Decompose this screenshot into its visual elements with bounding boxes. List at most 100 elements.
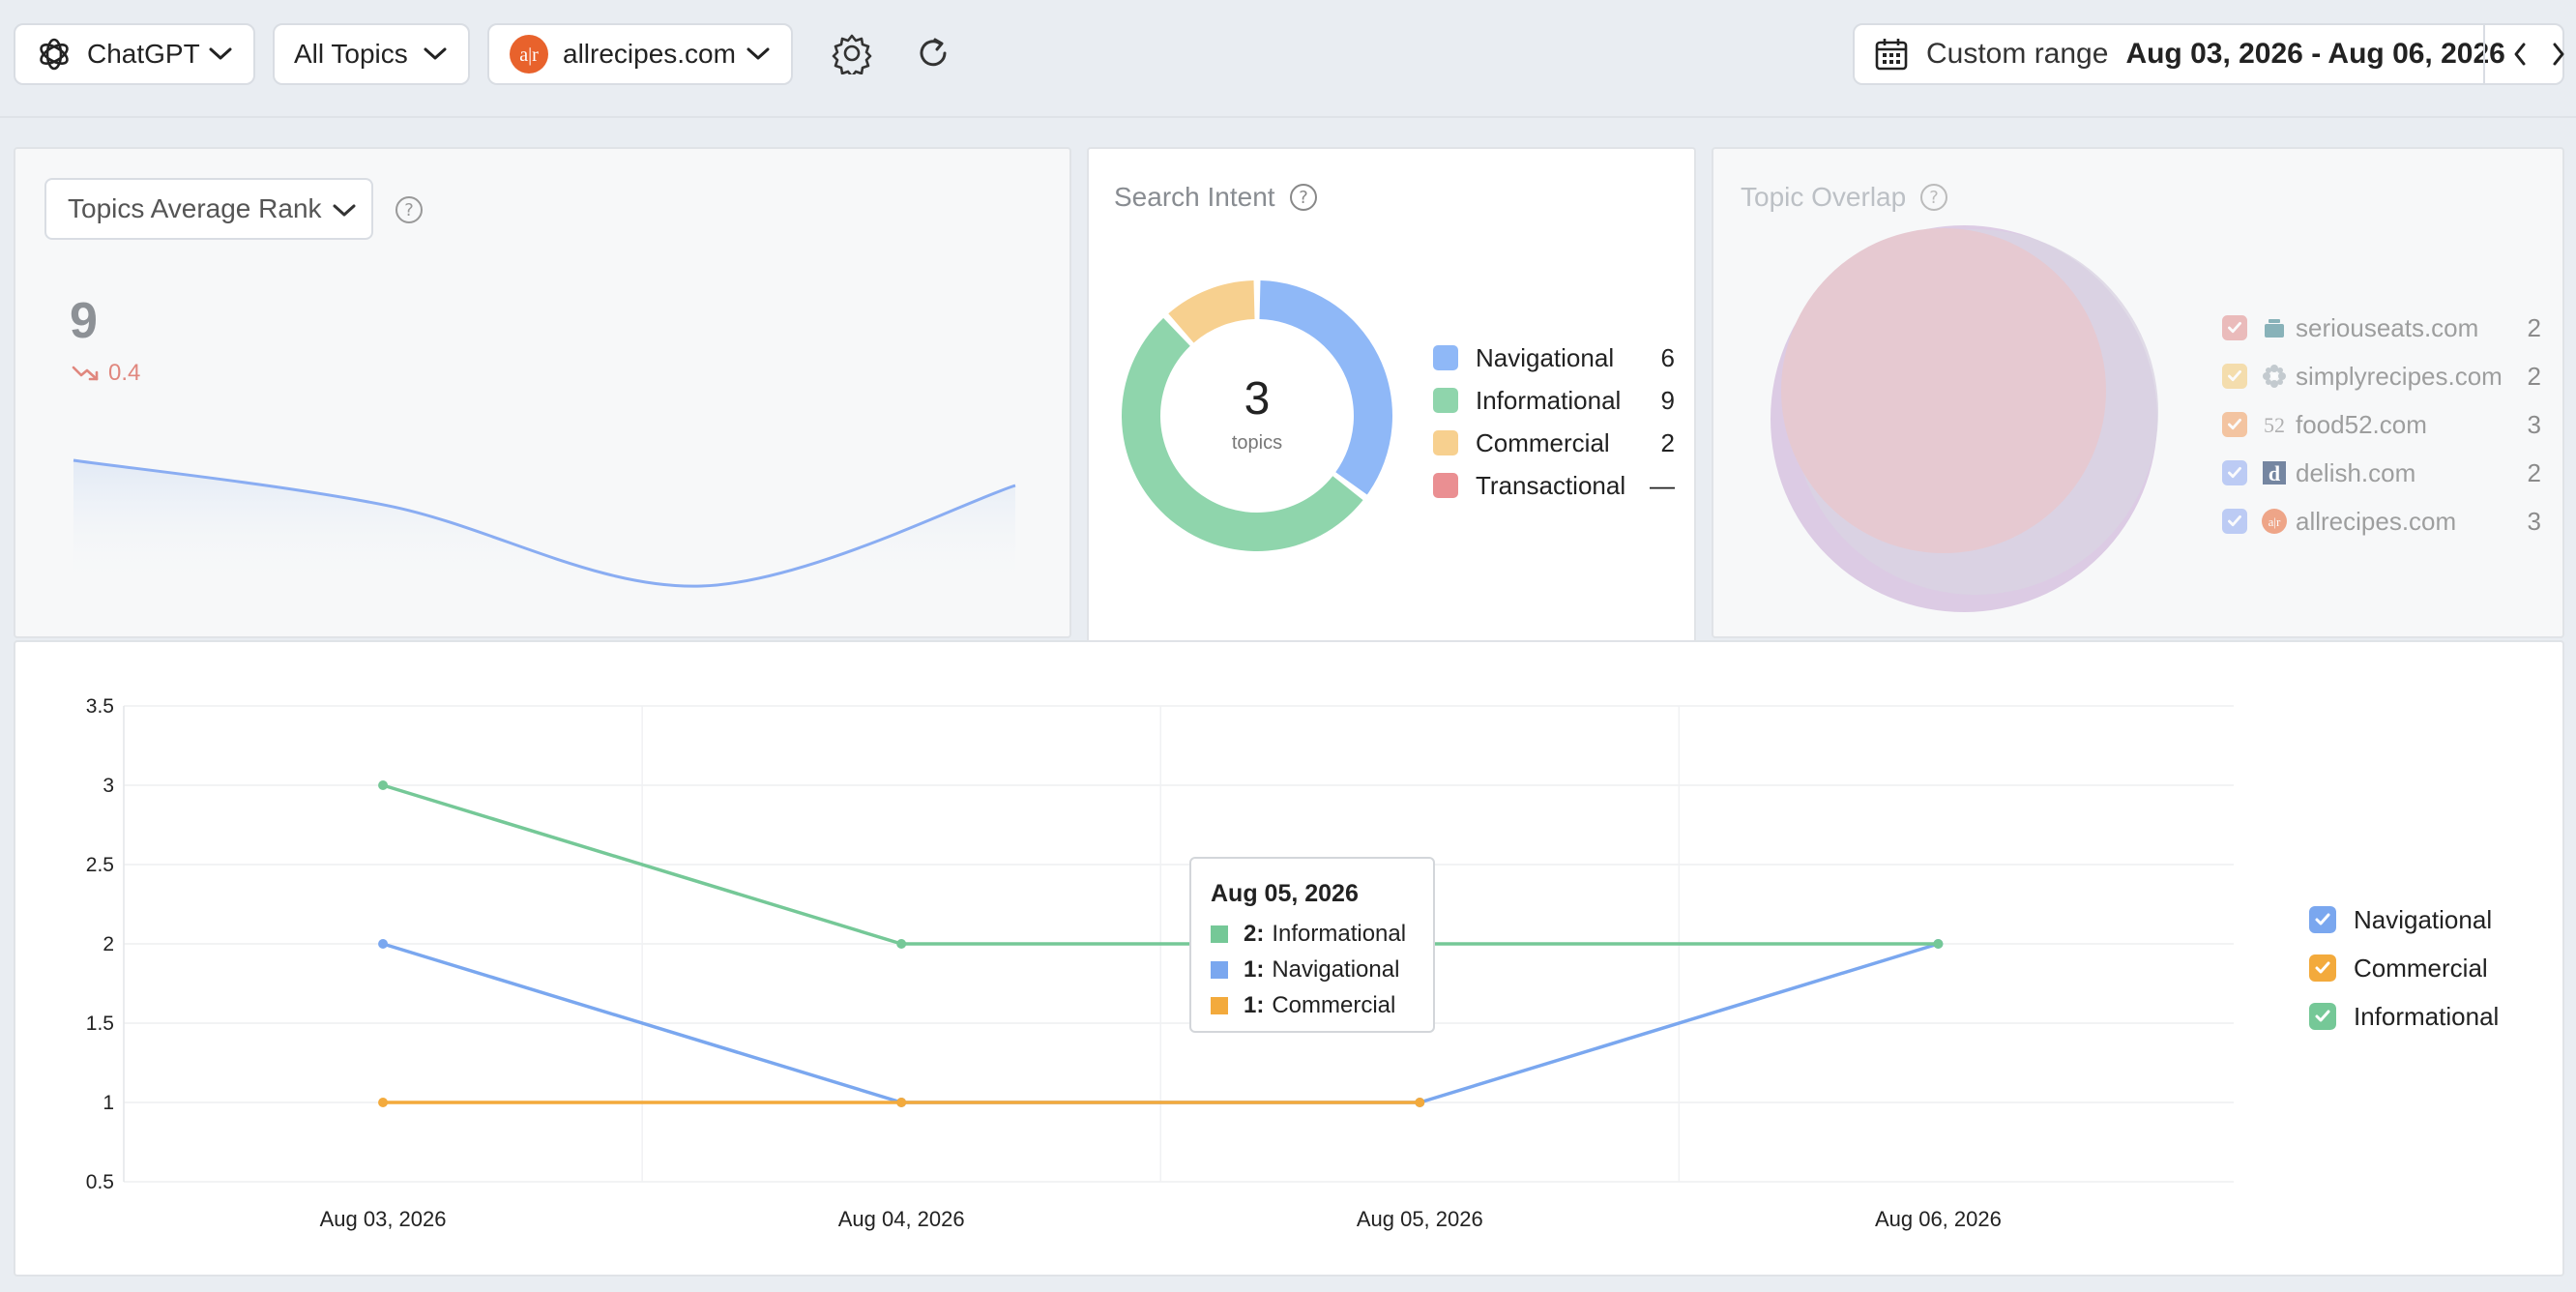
engine-label: ChatGPT (87, 39, 200, 69)
svg-text:?: ? (1929, 188, 1939, 208)
donut-slice-commercial[interactable] (1168, 280, 1255, 343)
checkbox[interactable] (2309, 954, 2336, 982)
data-point-commercial[interactable] (896, 1098, 907, 1107)
checkbox[interactable] (2309, 1003, 2336, 1030)
checkbox[interactable] (2309, 906, 2336, 933)
legend-item-transactional[interactable]: Transactional — (1433, 464, 1675, 507)
tooltip-label: Navigational (1272, 955, 1400, 983)
chart-legend-label: Commercial (2354, 953, 2488, 983)
overlap-domain-label: allrecipes.com (2296, 506, 2457, 536)
y-tick-label: 3 (102, 775, 114, 797)
data-point-commercial[interactable] (1415, 1098, 1425, 1107)
search-intent-title-row: Search Intent ? (1114, 182, 1318, 213)
donut-slice-informational[interactable] (1122, 317, 1363, 551)
checkbox[interactable] (2222, 315, 2247, 340)
y-tick-label: 2 (102, 933, 114, 955)
chart-legend: Navigational Commercial Informational (2309, 896, 2499, 1041)
help-icon[interactable]: ? (1919, 183, 1948, 212)
metric-select[interactable]: Topics Average Rank (44, 178, 373, 240)
tooltip-label: Informational (1272, 920, 1407, 947)
y-tick-label: 2.5 (86, 854, 114, 876)
topic-overlap-legend: seriouseats.com 2 simplyrecipes.com 2 52 food… (2222, 304, 2541, 545)
legend-item-navigational[interactable]: Navigational 6 (1433, 337, 1675, 379)
search-intent-title: Search Intent (1114, 182, 1275, 212)
tooltip-swatch (1211, 960, 1228, 979)
svg-text:d: d (2269, 461, 2280, 485)
engine-select[interactable]: ChatGPT (14, 23, 255, 85)
y-tick-label: 1 (102, 1092, 114, 1114)
chart-legend-item-navigational[interactable]: Navigational (2309, 896, 2499, 944)
donut-slice-navigational[interactable] (1259, 280, 1392, 495)
legend-item-informational[interactable]: Informational 9 (1433, 379, 1675, 422)
toolbar: ChatGPT All Topics a|r allrecipes.com (0, 0, 2576, 118)
checkbox[interactable] (2222, 460, 2247, 485)
overlap-item-seriouseats[interactable]: seriouseats.com 2 (2222, 304, 2541, 352)
chevron-down-icon (745, 41, 772, 68)
overlap-domain-label: seriouseats.com (2296, 312, 2479, 342)
allrecipes-logo-icon: a|r (510, 35, 548, 73)
next-range-button[interactable] (2541, 37, 2576, 72)
x-tick-label: Aug 05, 2026 (1357, 1207, 1483, 1231)
average-rank-value: 9 (70, 293, 98, 349)
checkbox[interactable] (2222, 412, 2247, 437)
x-tick-label: Aug 03, 2026 (320, 1207, 447, 1231)
checkbox[interactable] (2222, 509, 2247, 534)
tooltip-swatch (1211, 996, 1228, 1014)
search-intent-panel: Search Intent ? (1087, 147, 1696, 650)
data-point-informational[interactable] (378, 780, 389, 790)
settings-button[interactable] (828, 29, 876, 77)
legend-swatch (1433, 430, 1458, 455)
help-icon[interactable]: ? (1289, 183, 1318, 212)
topic-overlap-venn (1771, 225, 2158, 612)
data-point-navigational[interactable] (378, 939, 389, 949)
data-point-informational[interactable] (1933, 939, 1944, 949)
calendar-icon (1875, 39, 1908, 71)
overlap-item-food52[interactable]: 52 food52.com 3 (2222, 400, 2541, 449)
tooltip-row: 1: Commercial (1211, 987, 1433, 1023)
chart-legend-label: Navigational (2354, 904, 2493, 934)
average-rank-panel: Topics Average Rank ? 9 0.4 (14, 147, 1071, 638)
overlap-count: 3 (2527, 506, 2541, 536)
overlap-item-simplyrecipes[interactable]: simplyrecipes.com 2 (2222, 352, 2541, 400)
legend-label: Navigational (1476, 342, 1615, 372)
data-point-informational[interactable] (896, 939, 907, 949)
date-range-value: Aug 03, 2026 - Aug 06, 2026 (2125, 38, 2505, 70)
sparkline-line (73, 458, 1016, 588)
refresh-button[interactable] (909, 29, 957, 77)
legend-swatch (1433, 473, 1458, 498)
help-icon[interactable]: ? (395, 195, 424, 224)
chart-legend-label: Informational (2354, 1001, 2500, 1031)
date-range-picker[interactable]: Custom range Aug 03, 2026 - Aug 06, 2026 (1853, 23, 2564, 85)
overlap-domain-label: simplyrecipes.com (2296, 361, 2503, 391)
legend-label: Transactional (1476, 470, 1626, 500)
svg-text:a|r: a|r (2269, 514, 2281, 529)
svg-text:52: 52 (2264, 413, 2285, 437)
previous-range-button[interactable] (2503, 37, 2537, 72)
overlap-domain-label: delish.com (2296, 457, 2416, 487)
chart-legend-item-commercial[interactable]: Commercial (2309, 944, 2499, 992)
chatgpt-logo-icon (40, 38, 69, 71)
rank-delta: 0.4 (72, 360, 140, 387)
flower-icon (2261, 363, 2288, 390)
topic-overlap-title-row: Topic Overlap ? (1741, 182, 1948, 213)
tooltip-label: Commercial (1272, 991, 1396, 1018)
legend-swatch (1433, 345, 1458, 370)
overlap-count: 2 (2527, 457, 2541, 487)
overlap-count: 2 (2527, 361, 2541, 391)
overlap-item-delish[interactable]: d delish.com 2 (2222, 449, 2541, 497)
topics-select[interactable]: All Topics (273, 23, 470, 85)
date-range-label: Custom range (1926, 38, 2109, 70)
intent-trend-chart: 0.5 1 1.5 2 2.5 3 3.5 Aug 03, 2026 Aug 04, 2026… (86, 695, 2234, 1231)
overlap-item-allrecipes[interactable]: a|r allrecipes.com 3 (2222, 497, 2541, 545)
svg-text:a|r: a|r (519, 44, 539, 66)
chevron-left-icon (2514, 43, 2526, 66)
data-point-commercial[interactable] (378, 1098, 389, 1107)
chevron-down-icon (207, 41, 234, 68)
search-intent-donut: 3 topics (1122, 280, 1392, 551)
allrecipes-icon: a|r (2261, 508, 2288, 535)
domain-select[interactable]: a|r allrecipes.com (487, 23, 793, 85)
checkbox[interactable] (2222, 364, 2247, 389)
tooltip-row: 2: Informational (1211, 916, 1433, 952)
legend-item-commercial[interactable]: Commercial 2 (1433, 422, 1675, 464)
chart-legend-item-informational[interactable]: Informational (2309, 992, 2499, 1041)
